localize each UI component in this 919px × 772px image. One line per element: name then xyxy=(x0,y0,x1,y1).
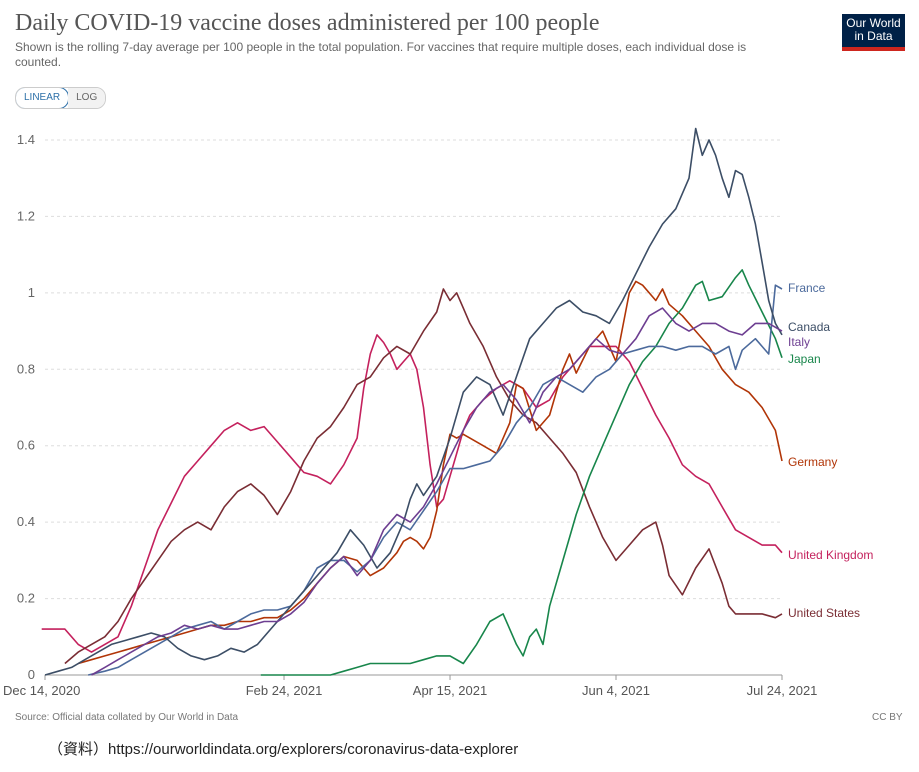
scale-toggle: LINEAR LOG xyxy=(15,87,107,109)
y-tick-label: 0.2 xyxy=(17,591,35,606)
legend-label-germany: Germany xyxy=(788,455,837,469)
series-line-italy xyxy=(91,307,783,676)
logo-line-1: Our World xyxy=(846,16,901,30)
y-tick-label: 1.4 xyxy=(17,132,35,147)
log-scale-button[interactable]: LOG xyxy=(68,88,106,108)
x-tick-label: Jun 4, 2021 xyxy=(582,683,650,698)
y-tick-label: 0 xyxy=(28,667,35,682)
series-line-united-states xyxy=(64,288,783,665)
legend-label-japan: Japan xyxy=(788,352,821,366)
logo-line-2: in Data xyxy=(854,29,893,43)
y-tick-label: 0.8 xyxy=(17,361,35,376)
license-link[interactable]: CC BY xyxy=(872,712,903,723)
y-tick-label: 0.6 xyxy=(17,438,35,453)
x-tick-label: Apr 15, 2021 xyxy=(413,683,487,698)
legend-label-united-kingdom: United Kingdom xyxy=(788,548,873,562)
legend-label-united-states: United States xyxy=(788,606,860,620)
y-tick-label: 1 xyxy=(28,285,35,300)
y-tick-label: 0.4 xyxy=(17,514,35,529)
series-line-united-kingdom xyxy=(41,334,783,653)
chart-subtitle: Shown is the rolling 7-day average per 1… xyxy=(15,40,747,69)
data-url-note: （資料）https://ourworldindata.org/explorers… xyxy=(48,741,519,758)
source-note: Source: Official data collated by Our Wo… xyxy=(15,712,239,723)
chart-title: Daily COVID-19 vaccine doses administere… xyxy=(15,10,600,36)
y-tick-label: 1.2 xyxy=(17,208,35,223)
legend-label-canada: Canada xyxy=(788,320,830,334)
series-line-france xyxy=(88,284,783,676)
legend-label-france: France xyxy=(788,281,826,295)
x-tick-label: Dec 14, 2020 xyxy=(3,683,80,698)
x-tick-label: Jul 24, 2021 xyxy=(747,683,818,698)
series-line-germany xyxy=(77,280,783,665)
series-line-canada xyxy=(44,127,783,676)
x-tick-label: Feb 24, 2021 xyxy=(246,683,323,698)
legend-label-italy: Italy xyxy=(788,335,810,349)
series-line-japan xyxy=(260,269,783,676)
owid-logo[interactable]: Our World in Data xyxy=(842,14,905,51)
